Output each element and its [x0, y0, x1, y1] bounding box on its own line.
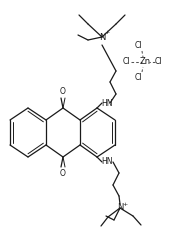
Text: O: O	[60, 88, 66, 96]
Text: N: N	[117, 204, 123, 212]
Text: Cl: Cl	[154, 58, 162, 66]
Text: N: N	[99, 32, 105, 42]
Text: Cl: Cl	[122, 58, 130, 66]
Text: Cl: Cl	[134, 72, 142, 82]
Text: +: +	[104, 30, 110, 36]
Text: O: O	[60, 168, 66, 177]
Text: +: +	[122, 202, 128, 206]
Text: HN: HN	[101, 158, 112, 166]
Text: HN: HN	[101, 98, 112, 108]
Text: Cl: Cl	[134, 42, 142, 50]
Text: Zn: Zn	[139, 58, 150, 66]
